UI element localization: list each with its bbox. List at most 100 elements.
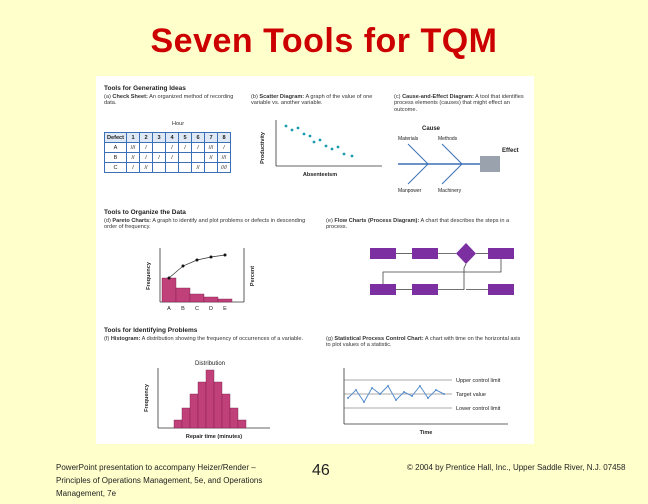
scatter-point	[336, 145, 340, 149]
spc-point	[395, 399, 397, 401]
check-sheet-cell: /	[139, 152, 153, 163]
flow-step	[488, 248, 514, 259]
check-sheet-cell: //	[204, 152, 218, 163]
scatter-point	[296, 126, 300, 130]
spc-point	[435, 389, 437, 391]
spc-point	[371, 387, 373, 389]
check-sheet-hour-label: Hour	[172, 121, 185, 127]
spc-lower-limit-label: Lower control limit	[456, 406, 501, 412]
check-sheet-cell: B	[104, 152, 127, 163]
histogram-bar	[181, 407, 191, 429]
footer-copyright: © 2004 by Prentice Hall, Inc., Upper Sad…	[407, 463, 626, 472]
spc-point	[379, 393, 381, 395]
histogram-bar	[229, 407, 239, 429]
check-sheet-cell	[178, 152, 192, 163]
cause-label: Cause	[422, 126, 441, 132]
check-sheet-header-cell: 8	[217, 132, 231, 143]
flow-connector	[382, 259, 502, 284]
pareto-chart-caption: (d) Pareto Charts: A graph to identify a…	[104, 218, 306, 231]
check-sheet-cell: /	[126, 162, 140, 173]
pareto-bar	[161, 277, 177, 303]
section-generating-ideas: Tools for Generating Ideas	[104, 85, 186, 92]
machinery-label: Machinery	[438, 188, 462, 194]
check-sheet-cell: ///	[217, 152, 231, 163]
footer-publication-note: PowerPoint presentation to accompany Hei…	[56, 463, 263, 498]
pareto-category-label: D	[209, 306, 213, 312]
flow-decision	[456, 243, 476, 264]
flow-step	[370, 248, 396, 259]
scatter-point	[284, 124, 288, 128]
fishbone-bone	[407, 163, 429, 185]
check-sheet-cell: ///	[204, 142, 218, 153]
histogram-caption: (f) Histogram: A distribution showing th…	[104, 336, 304, 342]
flow-chart	[370, 243, 514, 295]
check-sheet-cell	[152, 162, 166, 173]
fishbone-bone	[407, 143, 429, 165]
check-sheet-header-cell: 7	[204, 132, 218, 143]
histogram-bar	[189, 393, 199, 429]
histogram-bars	[173, 369, 247, 429]
check-sheet-header-cell: 3	[152, 132, 166, 143]
check-sheet-cell: /	[139, 142, 153, 153]
check-sheet-cell: /	[165, 142, 179, 153]
pareto-point	[195, 258, 199, 262]
spc-upper-limit-label: Upper control limit	[456, 378, 501, 384]
spc-point	[355, 389, 357, 391]
histogram-y-label: Frequency	[144, 383, 150, 412]
check-sheet-cell: //	[191, 162, 205, 173]
scatter-point	[350, 154, 354, 158]
scatter-points	[284, 124, 354, 158]
histogram-bar	[197, 381, 207, 429]
histogram-x-label: Repair time (minutes)	[186, 434, 242, 440]
histogram-bar	[205, 369, 215, 429]
pareto-point	[209, 255, 213, 259]
check-sheet-cell: ///	[126, 142, 140, 153]
histogram-bar	[221, 393, 231, 429]
flow-connectors	[382, 253, 502, 290]
check-sheet-cell	[204, 162, 218, 173]
spc-chart: Upper control limit Target value Lower c…	[343, 368, 508, 436]
scatter-point	[324, 144, 328, 148]
flow-step	[370, 284, 396, 295]
scatter-x-label: Absenteeism	[303, 172, 337, 178]
spc-target-label: Target value	[456, 392, 486, 398]
scatter-point	[330, 147, 334, 151]
check-sheet-header-cell: 1	[126, 132, 140, 143]
flow-step	[488, 284, 514, 295]
check-sheet-cell: //	[139, 162, 153, 173]
pareto-bar	[203, 296, 219, 303]
pareto-y-label: Frequency	[146, 261, 152, 290]
spc-point	[387, 385, 389, 387]
flow-step	[412, 248, 438, 259]
check-sheet-table: Defect 1 2 3 4 5 6 7 8 A /// / / / / ///…	[104, 132, 231, 173]
check-sheet-header-cell: 6	[191, 132, 205, 143]
section-identifying-problems: Tools for Identifying Problems	[104, 327, 198, 334]
pareto-y2-label: Percent	[250, 266, 256, 286]
section-organize-data: Tools to Organize the Data	[104, 209, 186, 216]
check-sheet-caption: (a) Check Sheet: An organized method of …	[104, 94, 234, 107]
check-sheet-header-cell: Defect	[104, 132, 127, 143]
check-sheet-header-cell: 2	[139, 132, 153, 143]
check-sheet-cell	[152, 142, 166, 153]
check-sheet-cell: /	[178, 142, 192, 153]
slide-title: Seven Tools for TQM	[150, 22, 498, 60]
effect-label: Effect	[502, 148, 519, 154]
spc-point	[443, 393, 445, 395]
check-sheet-cell: /	[191, 142, 205, 153]
check-sheet-cell: A	[104, 142, 127, 153]
pareto-category-label: C	[195, 306, 199, 312]
pareto-bar	[189, 293, 205, 303]
check-sheet-cell: /	[152, 152, 166, 163]
check-sheet-cell: C	[104, 162, 127, 173]
check-sheet-cell	[178, 162, 192, 173]
flow-connector	[438, 263, 467, 290]
scatter-point	[342, 152, 346, 156]
scatter-diagram-caption: (b) Scatter Diagram: A graph of the valu…	[251, 94, 373, 107]
check-sheet-header-cell: 4	[165, 132, 179, 143]
pareto-cumulative-points	[167, 253, 227, 280]
check-sheet-cell	[191, 152, 205, 163]
flow-chart-shapes	[370, 243, 514, 295]
pareto-category-label: E	[223, 306, 227, 312]
spc-point	[411, 395, 413, 397]
methods-label: Methods	[438, 136, 458, 142]
